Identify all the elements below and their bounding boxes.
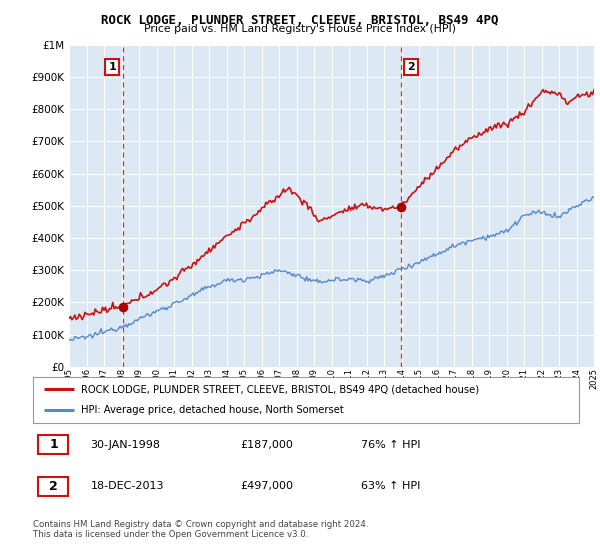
Text: 30-JAN-1998: 30-JAN-1998 [91, 440, 160, 450]
Text: 1: 1 [49, 438, 58, 451]
Text: £187,000: £187,000 [241, 440, 293, 450]
Text: 76% ↑ HPI: 76% ↑ HPI [361, 440, 420, 450]
Text: 18-DEC-2013: 18-DEC-2013 [91, 482, 164, 491]
Text: 2: 2 [407, 62, 415, 72]
Text: Contains HM Land Registry data © Crown copyright and database right 2024.
This d: Contains HM Land Registry data © Crown c… [33, 520, 368, 539]
Text: HPI: Average price, detached house, North Somerset: HPI: Average price, detached house, Nort… [81, 405, 344, 416]
Text: £497,000: £497,000 [241, 482, 293, 491]
Text: 2: 2 [49, 480, 58, 493]
Text: ROCK LODGE, PLUNDER STREET, CLEEVE, BRISTOL, BS49 4PQ (detached house): ROCK LODGE, PLUNDER STREET, CLEEVE, BRIS… [81, 384, 479, 394]
Text: Price paid vs. HM Land Registry's House Price Index (HPI): Price paid vs. HM Land Registry's House … [144, 24, 456, 34]
FancyBboxPatch shape [38, 435, 68, 454]
FancyBboxPatch shape [38, 477, 68, 496]
Text: 1: 1 [109, 62, 116, 72]
Text: 63% ↑ HPI: 63% ↑ HPI [361, 482, 420, 491]
Text: ROCK LODGE, PLUNDER STREET, CLEEVE, BRISTOL, BS49 4PQ: ROCK LODGE, PLUNDER STREET, CLEEVE, BRIS… [101, 14, 499, 27]
